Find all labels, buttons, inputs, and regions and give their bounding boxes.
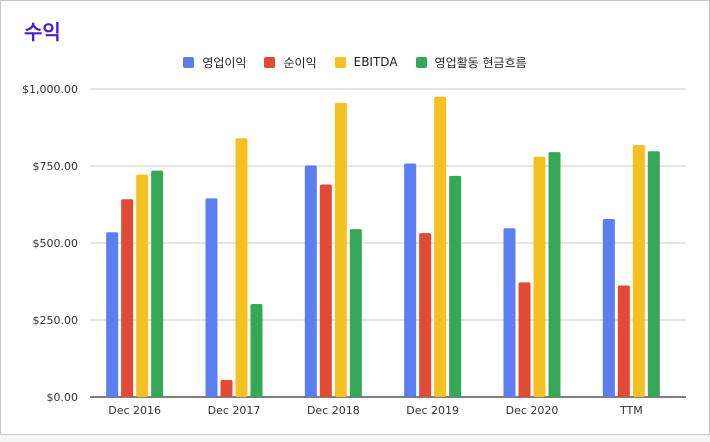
bar[interactable] — [533, 156, 546, 397]
bar[interactable] — [503, 228, 516, 397]
chart-legend: 영업이익 순이익 EBITDA 영업활동 현금흐름 — [0, 52, 710, 72]
bar[interactable] — [319, 184, 332, 397]
bar[interactable] — [250, 303, 263, 397]
legend-swatch — [334, 56, 346, 68]
chart-title: 수익 — [24, 20, 61, 44]
bottom-strip — [0, 434, 710, 442]
bar[interactable] — [419, 233, 432, 397]
bar[interactable] — [434, 96, 447, 397]
legend-item[interactable]: 영업활동 현금흐름 — [415, 54, 527, 71]
y-tick-label: $250.00 — [33, 314, 79, 327]
legend-label: 순이익 — [283, 55, 317, 70]
bar[interactable] — [205, 198, 218, 397]
bar[interactable] — [304, 165, 317, 397]
bar[interactable] — [136, 174, 149, 397]
bar[interactable] — [449, 175, 462, 397]
legend-label: 영업활동 현금흐름 — [434, 55, 527, 70]
bar[interactable] — [602, 218, 615, 397]
y-tick-label: $500.00 — [33, 237, 79, 250]
bar[interactable] — [121, 199, 134, 397]
y-tick-label: $1,000.00 — [22, 83, 78, 96]
legend-item[interactable]: 순이익 — [264, 54, 317, 71]
bar[interactable] — [334, 102, 347, 398]
legend-swatch — [415, 56, 427, 68]
bar[interactable] — [518, 282, 531, 397]
x-tick-label: Dec 2017 — [208, 404, 261, 417]
legend-item[interactable]: 영업이익 — [183, 54, 246, 71]
y-tick-label: $0.00 — [47, 391, 79, 404]
x-tick-label: Dec 2020 — [506, 404, 559, 417]
y-tick-label: $750.00 — [33, 160, 79, 173]
x-tick-label: TTM — [619, 404, 643, 417]
legend-swatch — [264, 56, 276, 68]
bar[interactable] — [106, 232, 119, 397]
legend-item[interactable]: EBITDA — [334, 55, 398, 69]
bar[interactable] — [349, 229, 362, 397]
bar[interactable] — [617, 285, 630, 397]
bar[interactable] — [151, 170, 164, 397]
legend-label: EBITDA — [353, 55, 398, 69]
bar[interactable] — [647, 151, 660, 397]
bar[interactable] — [548, 152, 561, 397]
x-tick-label: Dec 2016 — [108, 404, 161, 417]
x-tick-label: Dec 2019 — [406, 404, 459, 417]
bar[interactable] — [632, 145, 645, 397]
bar[interactable] — [220, 380, 233, 397]
legend-label: 영업이익 — [202, 55, 247, 70]
legend-swatch — [183, 56, 195, 68]
bar[interactable] — [235, 138, 248, 397]
x-tick-label: Dec 2018 — [307, 404, 360, 417]
bar[interactable] — [404, 163, 417, 397]
